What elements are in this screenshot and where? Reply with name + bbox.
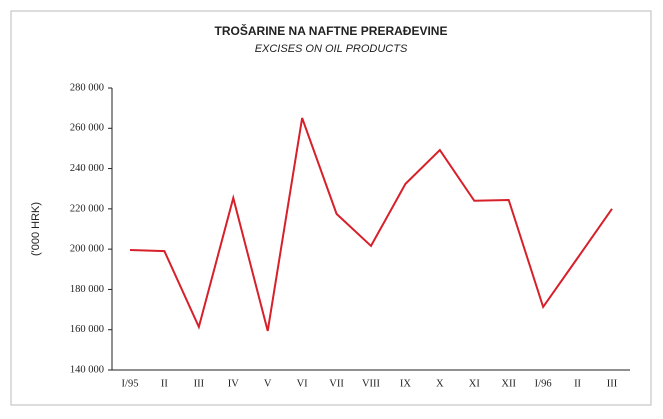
x-tick-label: IV	[228, 378, 239, 389]
line	[129, 117, 613, 332]
x-tick-label: II	[574, 378, 581, 389]
chart-subtitle: EXCISES ON OIL PRODUCTS	[255, 43, 408, 55]
x-tick-label: VI	[297, 378, 309, 389]
x-tick-label: X	[436, 378, 444, 389]
y-tick-label: 280 000	[70, 82, 104, 93]
x-tick-label: XII	[501, 378, 516, 389]
chart-title: TROŠARINE NA NAFTNE PRERAĐEVINE	[215, 23, 448, 38]
x-tick-label: V	[264, 378, 272, 389]
y-tick-label: 260 000	[70, 123, 104, 134]
y-tick-label: 140 000	[70, 364, 104, 375]
y-tick-label: 240 000	[70, 163, 104, 174]
y-tick-label: 220 000	[70, 203, 104, 214]
x-tick-label: VII	[329, 378, 344, 389]
y-tick-label: 180 000	[70, 284, 104, 295]
x-tick-label: I/96	[535, 378, 552, 389]
y-tick-label: 200 000	[70, 244, 104, 255]
x-tick-label: IX	[400, 378, 411, 389]
frame	[10, 10, 652, 406]
x-tick-label: II	[161, 378, 168, 389]
y-axis-label: ('000 HRK)	[30, 202, 42, 256]
x-tick-label: III	[194, 378, 205, 389]
y-tick-label: 160 000	[70, 324, 104, 335]
x-tick-label: VIII	[362, 378, 381, 389]
x-tick-label: III	[607, 378, 618, 389]
x-tick-label: XI	[469, 378, 481, 389]
x-tick-label: I/95	[122, 378, 139, 389]
